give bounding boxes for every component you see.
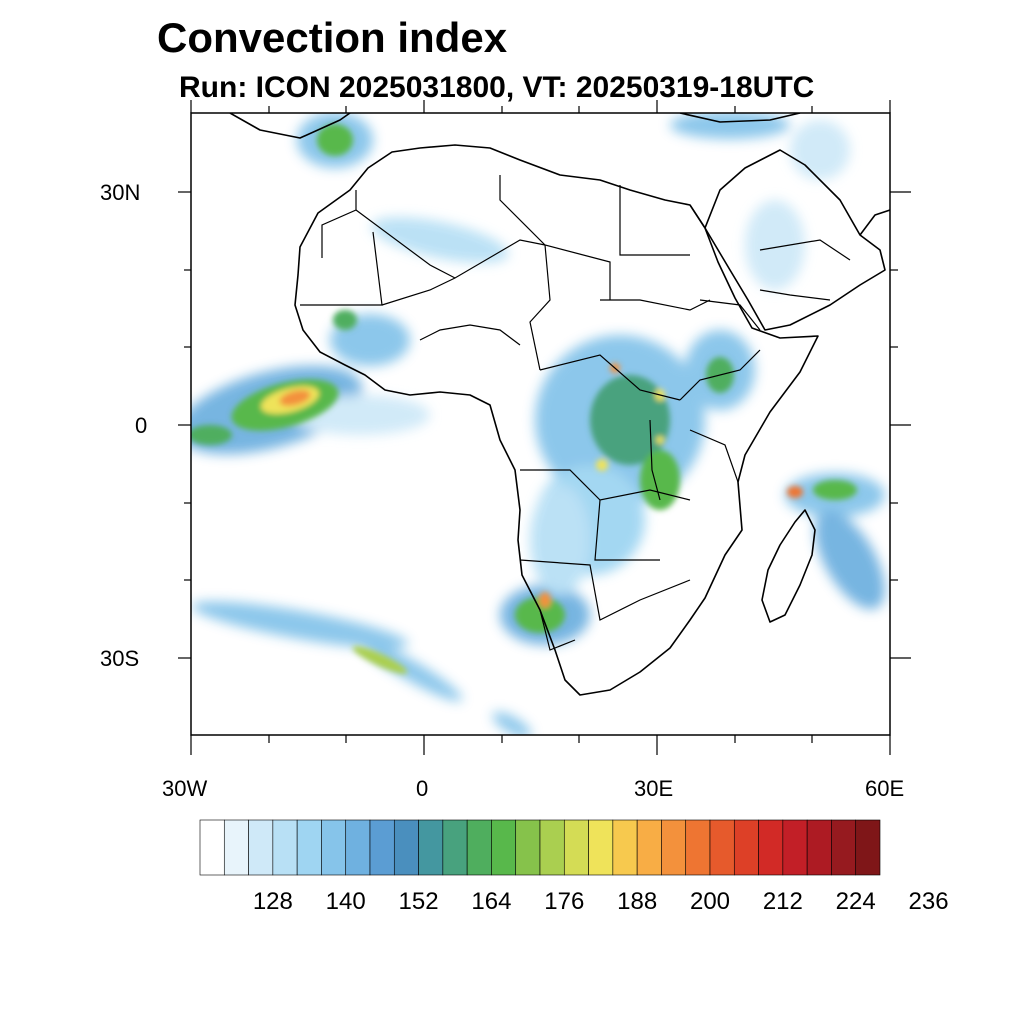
lon-label-60e: 60E	[865, 776, 905, 801]
colorbar-tick-label: 188	[617, 888, 658, 915]
arabia-coastline	[704, 149, 886, 331]
colorbar-tick-label: 200	[689, 888, 731, 915]
lon-label-30w: 30W	[162, 776, 208, 801]
colorbar-tick-label: 224	[835, 888, 876, 915]
colorbar-tick-label: 236	[908, 888, 949, 915]
plot-frame	[190, 112, 891, 736]
anatolia-coastline	[679, 113, 801, 123]
europe-coastline	[229, 113, 351, 139]
colorbar-tick-label: 152	[398, 888, 439, 915]
colorbar-tick-label: 212	[762, 888, 803, 915]
map-title: Convection index	[157, 14, 508, 61]
convection-field	[191, 113, 885, 735]
lat-label-0: 0	[135, 413, 148, 438]
africa-coastline	[294, 144, 819, 696]
lat-label-30s: 30S	[100, 646, 140, 671]
lat-label-30n: 30N	[100, 180, 141, 205]
borders	[300, 175, 851, 651]
lon-label-0: 0	[416, 776, 429, 801]
madagascar-coastline	[761, 509, 816, 623]
colorbar-tick-label: 176	[544, 888, 585, 915]
axis-ticks	[178, 100, 911, 755]
colorbar-tick-label: 140	[325, 888, 366, 915]
colorbar-tick-label: 128	[252, 888, 293, 915]
coastlines	[229, 113, 890, 696]
map-subtitle: Run: ICON 2025031800, VT: 20250319-18UTC	[179, 71, 815, 104]
lon-label-30e: 30E	[634, 776, 674, 801]
colorbar-tick-label: 164	[471, 888, 512, 915]
